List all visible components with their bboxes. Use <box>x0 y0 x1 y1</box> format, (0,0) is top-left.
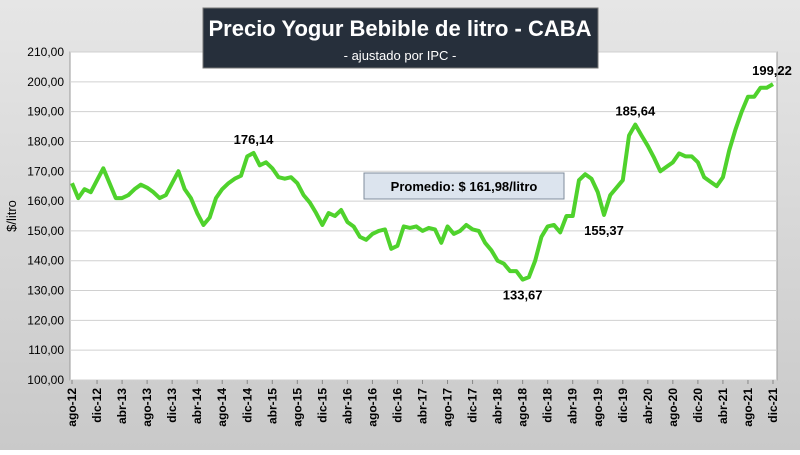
chart-subtitle: - ajustado por IPC - <box>344 48 457 63</box>
x-tick-label: dic-13 <box>165 388 179 423</box>
x-tick-label: dic-16 <box>390 388 404 423</box>
data-line <box>70 82 775 282</box>
x-tick-label: dic-15 <box>315 388 329 423</box>
y-tick-label: 120,00 <box>27 313 64 327</box>
data-label: 133,67 <box>503 288 543 303</box>
x-tick-label: ago-13 <box>140 388 154 427</box>
data-label: 185,64 <box>615 104 656 119</box>
y-tick-label: 150,00 <box>27 224 64 238</box>
x-tick-label: dic-20 <box>691 388 705 423</box>
y-tick-label: 210,00 <box>27 45 64 59</box>
y-tick-label: 170,00 <box>27 164 64 178</box>
data-label: 176,14 <box>234 132 275 147</box>
y-tick-label: 190,00 <box>27 105 64 119</box>
x-tick-label: abr-13 <box>115 388 129 424</box>
x-tick-label: dic-19 <box>616 388 630 423</box>
x-tick-label: ago-14 <box>215 388 229 427</box>
plot-area <box>69 51 778 381</box>
y-tick-label: 160,00 <box>27 194 64 208</box>
x-tick-label: ago-17 <box>441 388 455 427</box>
x-tick-label: dic-12 <box>90 388 104 423</box>
chart-title: Precio Yogur Bebible de litro - CABA <box>208 16 591 41</box>
data-label: 199,22 <box>752 63 792 78</box>
x-tick-label: abr-17 <box>416 388 430 424</box>
x-tick-label: dic-21 <box>766 388 780 423</box>
x-tick-label: dic-14 <box>240 388 254 423</box>
x-tick-label: abr-21 <box>716 388 730 424</box>
x-tick-label: ago-19 <box>591 388 605 427</box>
y-tick-label: 140,00 <box>27 254 64 268</box>
x-tick-label: abr-15 <box>265 388 279 424</box>
y-tick-label: 130,00 <box>27 284 64 298</box>
x-tick-label: ago-12 <box>65 388 79 427</box>
x-tick-label: ago-18 <box>516 388 530 427</box>
x-tick-label: ago-20 <box>666 388 680 427</box>
x-tick-label: abr-19 <box>566 388 580 424</box>
x-tick-label: abr-18 <box>491 388 505 424</box>
title-box <box>202 7 599 69</box>
x-tick-label: abr-16 <box>340 388 354 424</box>
annotation-box <box>363 172 565 200</box>
data-label: 155,37 <box>584 223 624 238</box>
x-tick-label: ago-16 <box>365 388 379 427</box>
x-tick-label: abr-20 <box>641 388 655 424</box>
y-tick-label: 200,00 <box>27 75 64 89</box>
x-tick-label: dic-18 <box>541 388 555 423</box>
x-tick-label: abr-14 <box>190 388 204 424</box>
x-tick-label: dic-17 <box>466 388 480 423</box>
y-tick-label: 100,00 <box>27 373 64 387</box>
y-tick-label: 180,00 <box>27 134 64 148</box>
annotation: Promedio: $ 161,98/litro <box>391 179 538 194</box>
x-tick-label: ago-21 <box>741 388 755 427</box>
y-tick-label: 110,00 <box>28 343 64 357</box>
x-tick-label: ago-15 <box>290 388 304 427</box>
y-axis-label: $/litro <box>4 200 19 232</box>
